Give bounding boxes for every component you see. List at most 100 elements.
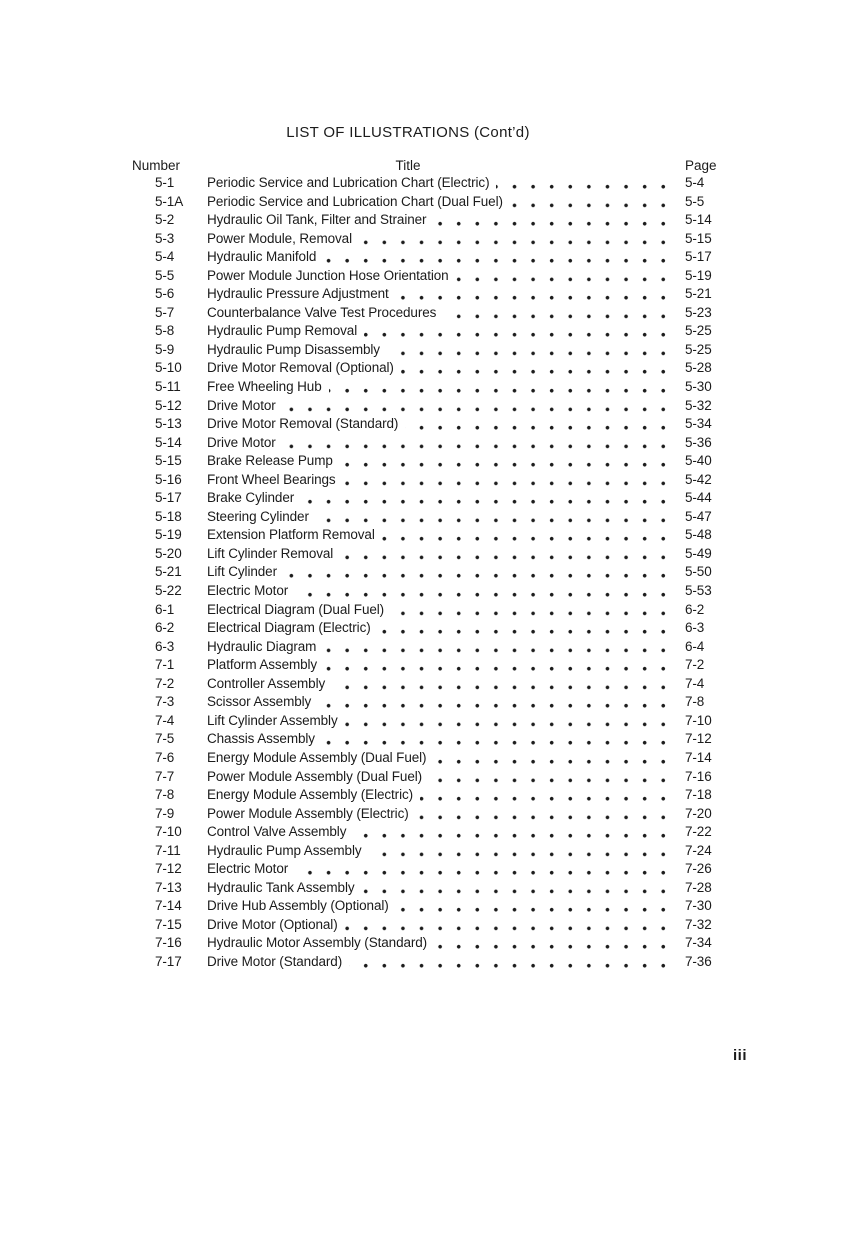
dot-leader: Controller Assembly xyxy=(207,674,672,694)
entry-title: Scissor Assembly xyxy=(207,693,319,712)
dot-leader: Electrical Diagram (Dual Fuel) xyxy=(207,600,672,620)
entry-number: 5-21 xyxy=(155,564,182,580)
entry-page: 5-48 xyxy=(685,527,712,543)
entry-title: Drive Hub Assembly (Optional) xyxy=(207,897,396,916)
entry-title: Drive Motor Removal (Standard) xyxy=(207,415,406,434)
entry-page: 5-47 xyxy=(685,508,712,524)
entry-page: 6-4 xyxy=(685,638,705,654)
entry-page: 7-32 xyxy=(685,916,712,932)
entry-title: Control Valve Assembly xyxy=(207,823,354,842)
entry-title: Drive Motor (Optional) xyxy=(207,915,345,935)
entry-number: 5-15 xyxy=(155,453,182,469)
dot-leader: Energy Module Assembly (Dual Fuel) xyxy=(207,748,672,768)
entry-title: Extension Platform Removal xyxy=(207,526,382,545)
dot-leader: Hydraulic Pressure Adjustment xyxy=(207,285,672,304)
entry-title: Hydraulic Diagram xyxy=(207,637,324,657)
entry-number: 7-16 xyxy=(155,935,182,951)
entry-page: 6-2 xyxy=(685,601,705,617)
entry-title: Hydraulic Tank Assembly xyxy=(207,878,362,898)
list-item: 6-1 Electrical Diagram (Dual Fuel) 6-2 xyxy=(155,600,866,620)
dot-leader: Power Module Assembly (Dual Fuel) xyxy=(207,767,672,787)
entry-title: Chassis Assembly xyxy=(207,730,322,749)
entry-number: 6-1 xyxy=(155,601,175,617)
dot-leader: Hydraulic Pump Assembly xyxy=(207,841,672,861)
dot-leader: Hydraulic Pump Disassembly xyxy=(207,340,672,360)
dot-leader: Drive Motor Removal (Optional) xyxy=(207,359,672,379)
list-item: 7-15 Drive Motor (Optional) 7-32 xyxy=(155,915,866,935)
list-item: 5-9 Hydraulic Pump Disassembly 5-25 xyxy=(155,340,866,360)
list-item: 5-2 Hydraulic Oil Tank, Filter and Strai… xyxy=(155,211,866,230)
entry-number: 5-4 xyxy=(155,249,175,265)
dot-leader: Periodic Service and Lubrication Chart (… xyxy=(207,174,672,193)
entry-number: 6-3 xyxy=(155,638,175,654)
entry-number: 5-22 xyxy=(155,583,182,599)
entry-number: 5-3 xyxy=(155,230,175,246)
entry-page: 5-28 xyxy=(685,360,712,376)
dot-leader: Electrical Diagram (Electric) xyxy=(207,619,672,638)
list-item: 7-3 Scissor Assembly 7-8 xyxy=(155,693,866,712)
list-item: 5-6 Hydraulic Pressure Adjustment 5-21 xyxy=(155,285,866,304)
list-item: 7-9 Power Module Assembly (Electric) 7-2… xyxy=(155,804,866,824)
page-number: iii xyxy=(733,1046,748,1064)
entry-page: 7-10 xyxy=(685,712,712,728)
dot-leader: Periodic Service and Lubrication Chart (… xyxy=(207,192,672,212)
list-item: 5-7 Counterbalance Valve Test Procedures… xyxy=(155,303,866,323)
entry-number: 7-14 xyxy=(155,898,182,914)
entry-title: Electric Motor xyxy=(207,582,296,601)
dot-leader: Power Module, Removal xyxy=(207,229,672,249)
entry-title: Periodic Service and Lubrication Chart (… xyxy=(207,174,497,193)
list-item: 5-11 Free Wheeling Hub 5-30 xyxy=(155,378,866,397)
entry-page: 7-22 xyxy=(685,824,712,840)
entry-number: 7-2 xyxy=(155,675,175,691)
dot-leader: Scissor Assembly xyxy=(207,693,672,712)
dot-leader: Lift Cylinder Removal xyxy=(207,544,672,564)
entry-number: 5-13 xyxy=(155,416,182,432)
entry-page: 7-16 xyxy=(685,768,712,784)
entry-number: 5-9 xyxy=(155,341,175,357)
entry-title: Drive Motor xyxy=(207,396,283,416)
list-item: 7-17 Drive Motor (Standard) 7-36 xyxy=(155,952,866,972)
entry-title: Steering Cylinder xyxy=(207,507,316,527)
list-item: 7-14 Drive Hub Assembly (Optional) 7-30 xyxy=(155,897,866,916)
entry-page: 7-8 xyxy=(685,694,705,710)
list-item: 5-1 Periodic Service and Lubrication Cha… xyxy=(155,174,866,193)
entry-page: 5-36 xyxy=(685,434,712,450)
dot-leader: Control Valve Assembly xyxy=(207,823,672,842)
dot-leader: Hydraulic Manifold xyxy=(207,248,672,267)
entry-page: 5-14 xyxy=(685,212,712,228)
list-item: 5-14 Drive Motor 5-36 xyxy=(155,433,866,453)
entry-page: 5-44 xyxy=(685,490,712,506)
list-item: 5-3 Power Module, Removal 5-15 xyxy=(155,229,866,249)
entry-page: 5-49 xyxy=(685,545,712,561)
entry-number: 7-9 xyxy=(155,805,175,821)
entry-number: 5-5 xyxy=(155,267,175,283)
entry-number: 7-8 xyxy=(155,787,175,803)
list-item: 7-11 Hydraulic Pump Assembly 7-24 xyxy=(155,841,866,861)
entry-page: 7-28 xyxy=(685,879,712,895)
dot-leader: Hydraulic Pump Removal xyxy=(207,322,672,341)
entry-title: Hydraulic Oil Tank, Filter and Strainer xyxy=(207,211,434,230)
dot-leader: Electric Motor xyxy=(207,860,672,879)
entry-title: Drive Motor Removal (Optional) xyxy=(207,359,401,379)
entry-page: 5-32 xyxy=(685,397,712,413)
entry-page: 5-40 xyxy=(685,453,712,469)
dot-leader: Lift Cylinder xyxy=(207,563,672,583)
entry-page: 5-34 xyxy=(685,416,712,432)
list-item: 5-8 Hydraulic Pump Removal 5-25 xyxy=(155,322,866,341)
entry-page: 5-19 xyxy=(685,267,712,283)
list-item: 7-16 Hydraulic Motor Assembly (Standard)… xyxy=(155,934,866,953)
list-item: 7-10 Control Valve Assembly 7-22 xyxy=(155,823,866,842)
entry-page: 7-24 xyxy=(685,842,712,858)
column-header-number: Number xyxy=(132,158,181,173)
dot-leader: Hydraulic Tank Assembly xyxy=(207,878,672,898)
entry-title: Front Wheel Bearings xyxy=(207,470,343,490)
column-header-page: Page xyxy=(685,158,717,173)
entry-page: 5-5 xyxy=(685,193,705,209)
entry-title: Electric Motor xyxy=(207,860,296,879)
entry-number: 5-20 xyxy=(155,545,182,561)
dot-leader: Drive Motor Removal (Standard) xyxy=(207,415,672,434)
dot-leader: Steering Cylinder xyxy=(207,507,672,527)
entry-title: Energy Module Assembly (Electric) xyxy=(207,786,421,805)
dot-leader: Free Wheeling Hub xyxy=(207,378,672,397)
dot-leader: Platform Assembly xyxy=(207,656,672,675)
